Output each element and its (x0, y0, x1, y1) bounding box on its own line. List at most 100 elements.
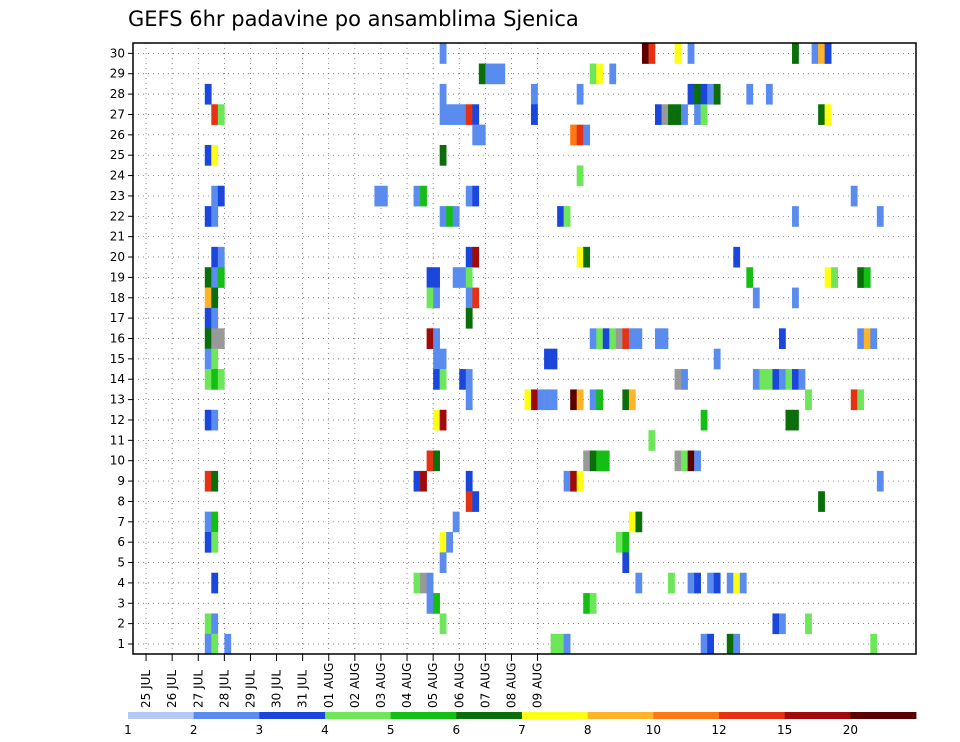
y-tick-label: 21 (110, 230, 125, 244)
precip-cell (531, 104, 538, 125)
precip-cell (204, 328, 212, 349)
precip-cell (204, 369, 212, 390)
precip-cell (746, 267, 754, 288)
precip-cell (204, 145, 212, 166)
precip-cell (576, 246, 584, 268)
precip-cell (426, 450, 434, 472)
precip-cell (792, 206, 799, 227)
precip-cell (583, 124, 591, 146)
y-tick-label: 1 (117, 637, 125, 651)
legend-label: 5 (387, 723, 395, 737)
precip-cell (596, 450, 604, 472)
y-tick-label: 20 (110, 250, 125, 264)
precip-cell (472, 124, 480, 146)
precip-cell (674, 369, 682, 390)
precip-cell (439, 613, 447, 635)
legend-swatch (193, 712, 260, 719)
precip-cell (778, 613, 786, 635)
legend-swatch (653, 712, 720, 719)
precip-cell (498, 63, 506, 85)
legend-label: 6 (453, 723, 461, 737)
y-tick-label: 5 (117, 556, 125, 570)
precip-cell (426, 267, 434, 288)
precip-cell (544, 389, 551, 411)
precip-cell (439, 409, 447, 431)
precip-cell (818, 491, 825, 512)
legend-label: 7 (518, 723, 526, 737)
precip-cell (687, 450, 695, 472)
x-tick-label: 26 JUL (165, 670, 179, 708)
precip-cell (726, 633, 734, 655)
precip-cell (700, 633, 708, 655)
precip-cell (589, 389, 597, 411)
precip-cell (439, 552, 447, 574)
precip-cell (452, 267, 460, 288)
precip-cell (778, 369, 786, 390)
x-tick-label: 05 AUG (426, 663, 440, 708)
precip-cell (674, 43, 682, 64)
y-axis-ticks: 1234567891011121314151617181920212223242… (110, 46, 133, 651)
precip-cell (798, 369, 806, 390)
y-tick-label: 6 (117, 535, 125, 549)
precip-cell (420, 470, 427, 492)
legend-swatch (390, 712, 457, 719)
precip-cell (602, 450, 610, 472)
x-tick-label: 31 JUL (296, 670, 310, 708)
precip-cell (211, 104, 219, 125)
precip-cell (204, 633, 212, 655)
precip-cell (465, 369, 473, 390)
precipitation-cells (204, 43, 884, 655)
precip-cell (439, 83, 447, 105)
y-tick-label: 7 (117, 515, 125, 529)
precip-cell (668, 104, 675, 125)
precip-cell (576, 165, 584, 187)
precip-cell (863, 328, 871, 349)
precip-cell (850, 389, 858, 411)
precip-cell (465, 287, 473, 309)
precip-cell (765, 369, 773, 390)
precip-cell (778, 328, 786, 349)
precip-cell (785, 369, 793, 390)
precip-cell (465, 104, 473, 125)
y-tick-label: 24 (110, 169, 125, 183)
precip-cell (211, 267, 219, 288)
precip-cell (204, 531, 212, 553)
y-tick-label: 16 (110, 332, 125, 346)
precip-cell (439, 43, 447, 64)
precip-cell (648, 43, 656, 64)
precip-cell (570, 470, 577, 492)
x-tick-label: 01 AUG (322, 663, 336, 708)
precip-cell (204, 83, 212, 105)
precip-cell (622, 389, 630, 411)
precip-cell (583, 593, 591, 614)
precip-cell (811, 43, 819, 64)
precip-cell (211, 206, 219, 227)
precip-cell (465, 491, 473, 512)
precip-cell (550, 389, 558, 411)
precip-cell (204, 287, 212, 309)
precip-cell (792, 287, 799, 309)
y-tick-label: 14 (110, 372, 125, 386)
precip-cell (544, 348, 551, 370)
legend-swatch (128, 712, 195, 719)
precip-cell (478, 63, 486, 85)
precip-cell (661, 104, 669, 125)
precip-cell (726, 572, 734, 594)
precip-cell (700, 409, 708, 431)
precip-cell (426, 572, 434, 594)
precip-cell (531, 389, 538, 411)
precip-cell (459, 267, 467, 288)
y-tick-label: 11 (110, 433, 125, 447)
precip-cell (472, 104, 480, 125)
x-tick-label: 04 AUG (400, 663, 414, 708)
precip-cell (870, 633, 878, 655)
y-tick-label: 13 (110, 393, 125, 407)
precip-cell (485, 63, 493, 85)
precip-cell (217, 328, 225, 349)
x-tick-label: 27 JUL (191, 670, 205, 708)
precip-cell (204, 267, 212, 288)
precip-cell (452, 104, 460, 125)
precip-cell (876, 470, 884, 492)
precip-cell (694, 104, 701, 125)
x-tick-label: 09 AUG (531, 663, 545, 708)
